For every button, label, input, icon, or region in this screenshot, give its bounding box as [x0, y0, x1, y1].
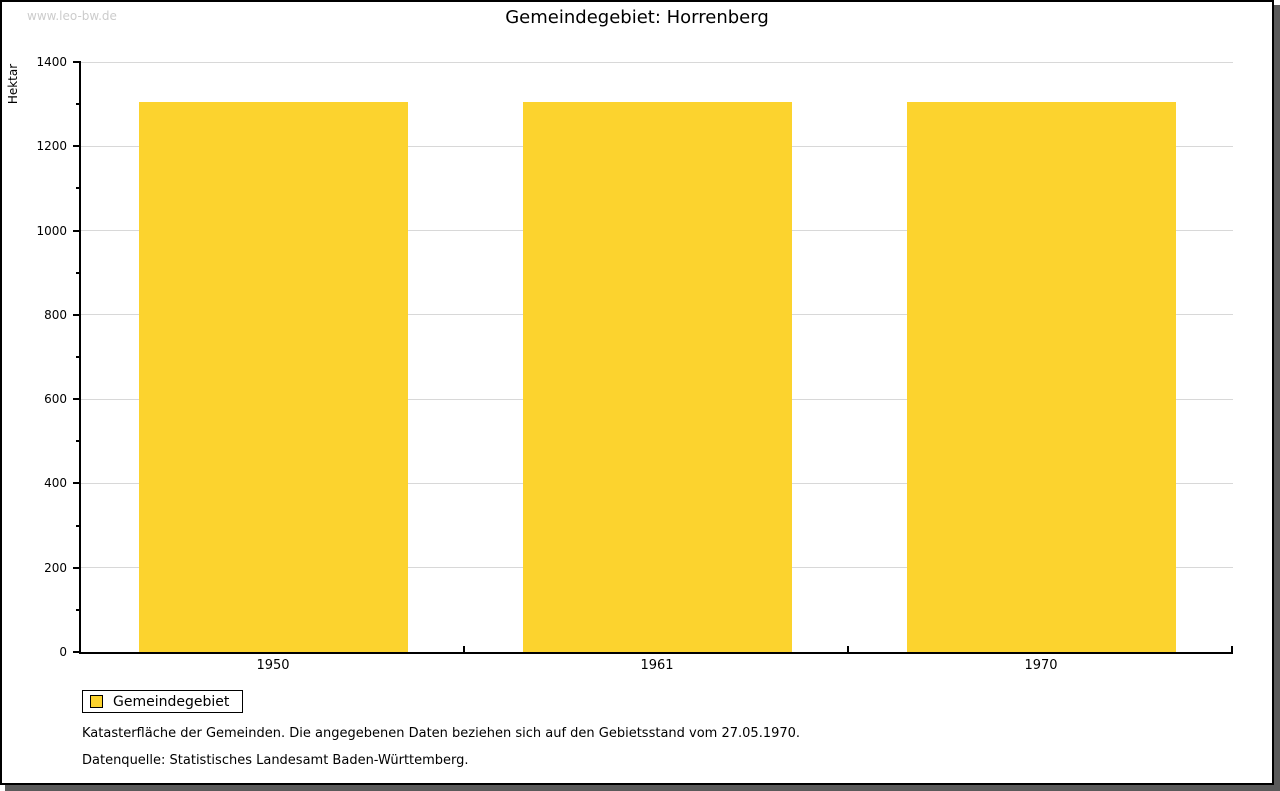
y-axis-tick-label: 600 [44, 392, 67, 407]
bar-1970 [907, 102, 1176, 652]
y-axis-minor-tick [76, 440, 81, 443]
x-axis-category-label: 1961 [640, 658, 674, 673]
legend-box: Gemeindegebiet [82, 690, 244, 713]
x-axis-category-label: 1950 [256, 658, 290, 673]
frame-shadow-bottom [5, 785, 1280, 791]
y-axis-minor-tick [76, 356, 81, 358]
y-axis-tick-label: 1000 [36, 223, 67, 238]
y-axis-tick [73, 61, 81, 63]
y-axis-tick [73, 145, 81, 148]
y-axis-minor-tick [76, 524, 81, 527]
watermark-text: www.leo-bw.de [27, 9, 117, 23]
y-axis-tick [73, 398, 81, 401]
y-axis-minor-tick [76, 608, 81, 611]
footnote-description: Katasterfläche der Gemeinden. Die angege… [82, 726, 801, 741]
y-axis-tick-label: 0 [59, 645, 67, 659]
y-axis-tick-label: 200 [44, 560, 67, 575]
y-gridline [81, 61, 1233, 63]
x-axis-tick [1231, 646, 1233, 652]
legend-swatch-icon [90, 695, 103, 708]
y-axis-tick-label: 1200 [36, 139, 67, 154]
plot-area: 0 200 400 600 800 1000 1200 1400 [36, 55, 1233, 659]
y-axis-tick [73, 482, 81, 485]
y-axis-tick-label: 800 [44, 307, 67, 322]
chart-title: Gemeindegebiet: Horrenberg [505, 7, 769, 28]
y-axis-minor-tick [76, 187, 81, 190]
legend-label: Gemeindegebiet [113, 693, 230, 710]
y-axis-tick [73, 651, 81, 653]
y-axis-tick-label: 400 [44, 476, 67, 491]
footnote-source: Datenquelle: Statistisches Landesamt Bad… [82, 753, 469, 768]
bar-1961 [523, 102, 792, 652]
y-axis-minor-tick [76, 271, 81, 274]
y-axis-tick-label: 1400 [36, 55, 67, 69]
bar-1950 [139, 102, 408, 652]
y-axis-title: Hektar [6, 63, 20, 105]
frame-shadow-right [1274, 5, 1280, 791]
y-axis-tick [73, 566, 81, 569]
x-axis-category-label: 1970 [1024, 658, 1058, 673]
y-axis-minor-tick [76, 103, 81, 106]
x-axis-tick [463, 646, 465, 652]
y-axis-tick [73, 229, 81, 232]
y-axis-tick [73, 313, 81, 316]
x-axis-tick [847, 646, 849, 652]
